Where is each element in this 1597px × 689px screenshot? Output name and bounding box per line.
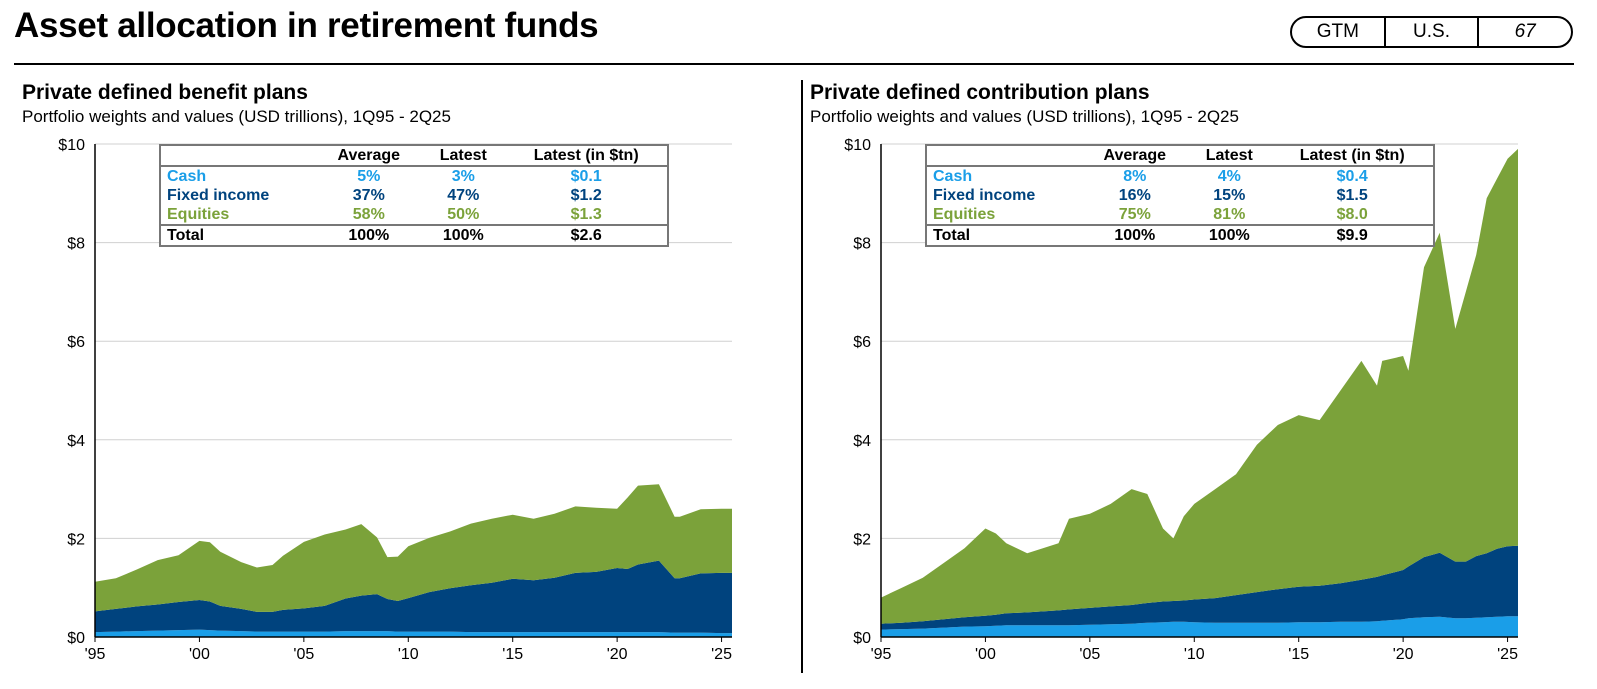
row-value: $1.3 [570,205,602,223]
db-stats-table: Average Latest Latest (in $tn) Cash 5% 3… [159,144,669,247]
x-tick-label: '20 [607,646,628,663]
y-tick-label: $6 [67,334,85,351]
y-tick-label: $0 [67,630,85,647]
table-header [160,145,317,167]
page-title: Asset allocation in retirement funds [14,6,599,45]
equities-area [95,484,732,612]
y-tick-label: $6 [853,334,871,351]
x-tick-label: '95 [871,646,892,663]
y-tick-label: $0 [853,630,871,647]
table-header: Latest (in $tn) [1271,145,1434,167]
row-value: $0.1 [570,167,602,185]
table-header: Average [1082,145,1188,167]
row-value: $0.4 [1336,167,1368,185]
row-average: 8% [1123,167,1147,185]
x-tick-label: '25 [711,646,732,663]
table-row-cash: Cash 5% 3% $0.1 [160,166,668,186]
table-header: Latest [421,145,506,167]
x-tick-label: '10 [398,646,419,663]
row-label: Cash [167,167,207,185]
y-tick-label: $8 [853,236,871,253]
x-tick-label: '15 [1288,646,1309,663]
row-latest: 50% [447,205,480,223]
cash-area [881,616,1518,637]
badge-page-number: 67 [1477,18,1571,46]
table-row-total: Total 100% 100% $2.6 [160,224,668,246]
y-tick-label: $8 [67,236,85,253]
row-average: 75% [1118,205,1151,223]
row-latest: 81% [1213,205,1246,223]
y-tick-label: $10 [844,137,871,154]
db-panel-subtitle: Portfolio weights and values (USD trilli… [22,107,451,126]
dc-panel-subtitle: Portfolio weights and values (USD trilli… [810,107,1239,126]
row-latest: 4% [1217,167,1241,185]
y-tick-label: $10 [58,137,85,154]
row-average: 37% [352,186,385,204]
row-average: 58% [352,205,385,223]
row-latest: 47% [447,186,480,204]
table-row-fixed-income: Fixed income 16% 15% $1.5 [926,186,1434,205]
header-rule [14,63,1574,65]
y-tick-label: $4 [853,433,871,450]
row-latest: 100% [1187,224,1272,246]
table-header: Average [316,145,422,167]
row-label: Equities [167,205,230,223]
row-label: Equities [933,205,996,223]
dc-stats-table: Average Latest Latest (in $tn) Cash 8% 4… [925,144,1435,247]
row-latest: 15% [1213,186,1246,204]
row-average: 100% [316,224,422,246]
row-label: Total [160,224,317,246]
table-row-cash: Cash 8% 4% $0.4 [926,166,1434,186]
row-average: 16% [1118,186,1151,204]
cash-area [95,629,732,637]
y-tick-label: $2 [853,531,871,548]
fixed-income-area [95,560,732,634]
row-label: Fixed income [933,186,1036,204]
row-latest: 3% [451,167,475,185]
x-tick-label: '15 [502,646,523,663]
table-row-equities: Equities 75% 81% $8.0 [926,205,1434,225]
x-tick-label: '25 [1497,646,1518,663]
table-row-fixed-income: Fixed income 37% 47% $1.2 [160,186,668,205]
badge-gtm: GTM [1316,21,1359,42]
panel-divider [801,80,803,673]
y-tick-label: $4 [67,433,85,450]
table-header: Latest [1187,145,1272,167]
badge-region: U.S. [1383,18,1478,46]
row-value: $2.6 [505,224,668,246]
table-row-equities: Equities 58% 50% $1.3 [160,205,668,225]
row-label: Fixed income [167,186,270,204]
x-tick-label: '05 [1079,646,1100,663]
row-label: Cash [933,167,973,185]
row-value: $1.5 [1336,186,1368,204]
row-average: 5% [357,167,381,185]
x-tick-label: '95 [85,646,106,663]
row-value: $9.9 [1271,224,1434,246]
x-tick-label: '00 [189,646,210,663]
table-header: Latest (in $tn) [505,145,668,167]
x-tick-label: '20 [1393,646,1414,663]
dc-panel-title: Private defined contribution plans [810,81,1150,104]
page-badge: GTM U.S. 67 [1290,16,1573,48]
row-latest: 100% [421,224,506,246]
row-average: 100% [1082,224,1188,246]
row-value: $8.0 [1336,205,1368,223]
table-row-total: Total 100% 100% $9.9 [926,224,1434,246]
table-header-row: Average Latest Latest (in $tn) [160,145,668,167]
x-tick-label: '00 [975,646,996,663]
x-tick-label: '10 [1184,646,1205,663]
row-label: Total [926,224,1083,246]
x-tick-label: '05 [293,646,314,663]
table-header-row: Average Latest Latest (in $tn) [926,145,1434,167]
table-header [926,145,1083,167]
fixed-income-area [881,545,1518,630]
y-tick-label: $2 [67,531,85,548]
equities-area [881,148,1518,624]
row-value: $1.2 [570,186,602,204]
db-panel-title: Private defined benefit plans [22,81,308,104]
